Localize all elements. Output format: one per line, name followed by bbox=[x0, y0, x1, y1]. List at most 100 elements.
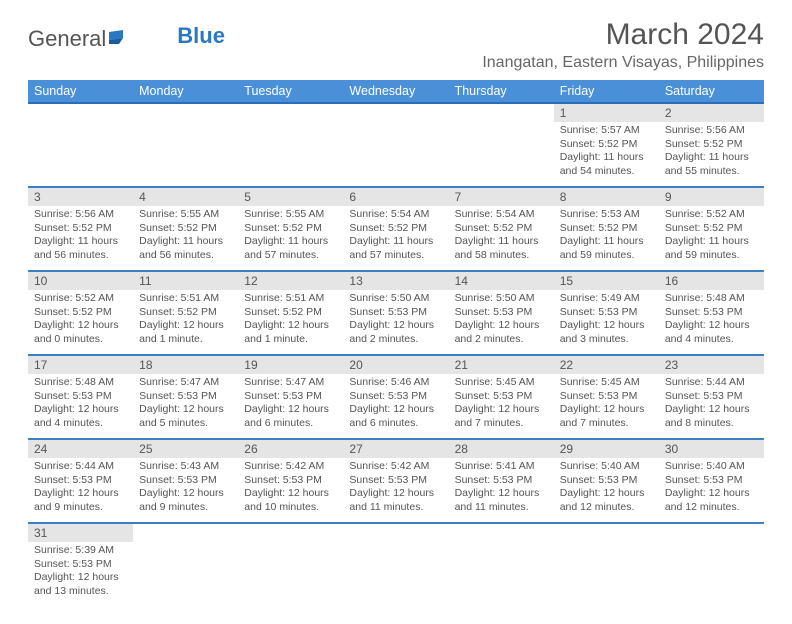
weekday-header: Sunday bbox=[28, 80, 133, 103]
calendar-cell: 13Sunrise: 5:50 AMSunset: 5:53 PMDayligh… bbox=[343, 271, 448, 355]
weekday-header: Thursday bbox=[449, 80, 554, 103]
day-details: Sunrise: 5:54 AMSunset: 5:52 PMDaylight:… bbox=[343, 206, 448, 267]
day-number: 24 bbox=[28, 440, 133, 458]
calendar-cell: 28Sunrise: 5:41 AMSunset: 5:53 PMDayligh… bbox=[449, 439, 554, 523]
day-details: Sunrise: 5:49 AMSunset: 5:53 PMDaylight:… bbox=[554, 290, 659, 351]
calendar-cell: 11Sunrise: 5:51 AMSunset: 5:52 PMDayligh… bbox=[133, 271, 238, 355]
day-number: 3 bbox=[28, 188, 133, 206]
calendar-cell: 4Sunrise: 5:55 AMSunset: 5:52 PMDaylight… bbox=[133, 187, 238, 271]
day-details: Sunrise: 5:51 AMSunset: 5:52 PMDaylight:… bbox=[238, 290, 343, 351]
day-details: Sunrise: 5:55 AMSunset: 5:52 PMDaylight:… bbox=[133, 206, 238, 267]
day-details: Sunrise: 5:40 AMSunset: 5:53 PMDaylight:… bbox=[554, 458, 659, 519]
day-number: 21 bbox=[449, 356, 554, 374]
calendar-cell-empty bbox=[28, 103, 133, 187]
calendar-row: 3Sunrise: 5:56 AMSunset: 5:52 PMDaylight… bbox=[28, 187, 764, 271]
day-details: Sunrise: 5:52 AMSunset: 5:52 PMDaylight:… bbox=[28, 290, 133, 351]
day-number: 27 bbox=[343, 440, 448, 458]
day-number: 31 bbox=[28, 524, 133, 542]
brand-part2: Blue bbox=[177, 23, 225, 49]
calendar-cell: 25Sunrise: 5:43 AMSunset: 5:53 PMDayligh… bbox=[133, 439, 238, 523]
calendar-table: SundayMondayTuesdayWednesdayThursdayFrid… bbox=[28, 80, 764, 606]
calendar-cell-empty bbox=[659, 523, 764, 606]
day-number: 23 bbox=[659, 356, 764, 374]
brand-logo: General Blue bbox=[28, 26, 225, 52]
calendar-cell: 30Sunrise: 5:40 AMSunset: 5:53 PMDayligh… bbox=[659, 439, 764, 523]
flag-icon bbox=[109, 26, 131, 52]
calendar-cell: 5Sunrise: 5:55 AMSunset: 5:52 PMDaylight… bbox=[238, 187, 343, 271]
day-number: 28 bbox=[449, 440, 554, 458]
day-number: 26 bbox=[238, 440, 343, 458]
calendar-cell: 19Sunrise: 5:47 AMSunset: 5:53 PMDayligh… bbox=[238, 355, 343, 439]
calendar-cell: 18Sunrise: 5:47 AMSunset: 5:53 PMDayligh… bbox=[133, 355, 238, 439]
day-number: 16 bbox=[659, 272, 764, 290]
day-details: Sunrise: 5:47 AMSunset: 5:53 PMDaylight:… bbox=[133, 374, 238, 435]
calendar-cell: 6Sunrise: 5:54 AMSunset: 5:52 PMDaylight… bbox=[343, 187, 448, 271]
day-details: Sunrise: 5:50 AMSunset: 5:53 PMDaylight:… bbox=[449, 290, 554, 351]
day-details: Sunrise: 5:41 AMSunset: 5:53 PMDaylight:… bbox=[449, 458, 554, 519]
calendar-cell-empty bbox=[554, 523, 659, 606]
header: General Blue March 2024 Inangatan, Easte… bbox=[28, 18, 764, 72]
calendar-cell: 12Sunrise: 5:51 AMSunset: 5:52 PMDayligh… bbox=[238, 271, 343, 355]
brand-part1: General bbox=[28, 26, 106, 52]
day-number: 18 bbox=[133, 356, 238, 374]
day-details: Sunrise: 5:53 AMSunset: 5:52 PMDaylight:… bbox=[554, 206, 659, 267]
day-number: 17 bbox=[28, 356, 133, 374]
calendar-row: 1Sunrise: 5:57 AMSunset: 5:52 PMDaylight… bbox=[28, 103, 764, 187]
day-details: Sunrise: 5:44 AMSunset: 5:53 PMDaylight:… bbox=[659, 374, 764, 435]
calendar-cell: 3Sunrise: 5:56 AMSunset: 5:52 PMDaylight… bbox=[28, 187, 133, 271]
day-details: Sunrise: 5:42 AMSunset: 5:53 PMDaylight:… bbox=[343, 458, 448, 519]
calendar-cell: 15Sunrise: 5:49 AMSunset: 5:53 PMDayligh… bbox=[554, 271, 659, 355]
weekday-header: Wednesday bbox=[343, 80, 448, 103]
day-number: 13 bbox=[343, 272, 448, 290]
calendar-cell: 9Sunrise: 5:52 AMSunset: 5:52 PMDaylight… bbox=[659, 187, 764, 271]
calendar-cell-empty bbox=[449, 103, 554, 187]
day-number: 15 bbox=[554, 272, 659, 290]
weekday-header: Saturday bbox=[659, 80, 764, 103]
calendar-cell: 17Sunrise: 5:48 AMSunset: 5:53 PMDayligh… bbox=[28, 355, 133, 439]
day-details: Sunrise: 5:57 AMSunset: 5:52 PMDaylight:… bbox=[554, 122, 659, 183]
day-details: Sunrise: 5:45 AMSunset: 5:53 PMDaylight:… bbox=[449, 374, 554, 435]
calendar-row: 10Sunrise: 5:52 AMSunset: 5:52 PMDayligh… bbox=[28, 271, 764, 355]
calendar-cell-empty bbox=[343, 523, 448, 606]
calendar-cell: 2Sunrise: 5:56 AMSunset: 5:52 PMDaylight… bbox=[659, 103, 764, 187]
day-number: 4 bbox=[133, 188, 238, 206]
day-number: 2 bbox=[659, 104, 764, 122]
calendar-cell: 31Sunrise: 5:39 AMSunset: 5:53 PMDayligh… bbox=[28, 523, 133, 606]
day-number: 19 bbox=[238, 356, 343, 374]
location: Inangatan, Eastern Visayas, Philippines bbox=[482, 54, 764, 72]
day-number: 8 bbox=[554, 188, 659, 206]
calendar-cell: 10Sunrise: 5:52 AMSunset: 5:52 PMDayligh… bbox=[28, 271, 133, 355]
calendar-cell: 22Sunrise: 5:45 AMSunset: 5:53 PMDayligh… bbox=[554, 355, 659, 439]
calendar-cell-empty bbox=[133, 103, 238, 187]
calendar-cell: 14Sunrise: 5:50 AMSunset: 5:53 PMDayligh… bbox=[449, 271, 554, 355]
day-number: 10 bbox=[28, 272, 133, 290]
day-number: 11 bbox=[133, 272, 238, 290]
day-details: Sunrise: 5:56 AMSunset: 5:52 PMDaylight:… bbox=[659, 122, 764, 183]
day-number: 29 bbox=[554, 440, 659, 458]
day-number: 30 bbox=[659, 440, 764, 458]
calendar-cell: 26Sunrise: 5:42 AMSunset: 5:53 PMDayligh… bbox=[238, 439, 343, 523]
weekday-header: Friday bbox=[554, 80, 659, 103]
day-details: Sunrise: 5:45 AMSunset: 5:53 PMDaylight:… bbox=[554, 374, 659, 435]
day-details: Sunrise: 5:56 AMSunset: 5:52 PMDaylight:… bbox=[28, 206, 133, 267]
day-details: Sunrise: 5:48 AMSunset: 5:53 PMDaylight:… bbox=[659, 290, 764, 351]
calendar-cell: 1Sunrise: 5:57 AMSunset: 5:52 PMDaylight… bbox=[554, 103, 659, 187]
weekday-header: Tuesday bbox=[238, 80, 343, 103]
calendar-cell: 8Sunrise: 5:53 AMSunset: 5:52 PMDaylight… bbox=[554, 187, 659, 271]
day-number: 20 bbox=[343, 356, 448, 374]
day-number: 6 bbox=[343, 188, 448, 206]
day-details: Sunrise: 5:50 AMSunset: 5:53 PMDaylight:… bbox=[343, 290, 448, 351]
calendar-cell: 23Sunrise: 5:44 AMSunset: 5:53 PMDayligh… bbox=[659, 355, 764, 439]
day-number: 1 bbox=[554, 104, 659, 122]
day-number: 25 bbox=[133, 440, 238, 458]
calendar-cell-empty bbox=[343, 103, 448, 187]
calendar-row: 31Sunrise: 5:39 AMSunset: 5:53 PMDayligh… bbox=[28, 523, 764, 606]
day-number: 7 bbox=[449, 188, 554, 206]
day-number: 9 bbox=[659, 188, 764, 206]
day-details: Sunrise: 5:55 AMSunset: 5:52 PMDaylight:… bbox=[238, 206, 343, 267]
calendar-cell: 7Sunrise: 5:54 AMSunset: 5:52 PMDaylight… bbox=[449, 187, 554, 271]
calendar-cell: 24Sunrise: 5:44 AMSunset: 5:53 PMDayligh… bbox=[28, 439, 133, 523]
calendar-row: 24Sunrise: 5:44 AMSunset: 5:53 PMDayligh… bbox=[28, 439, 764, 523]
calendar-cell: 27Sunrise: 5:42 AMSunset: 5:53 PMDayligh… bbox=[343, 439, 448, 523]
day-number: 14 bbox=[449, 272, 554, 290]
